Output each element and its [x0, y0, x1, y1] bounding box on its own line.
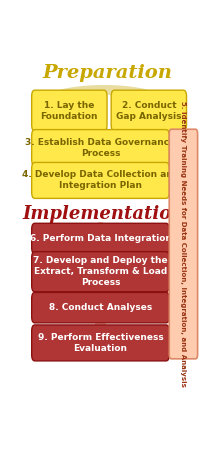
Text: 5. Identify Training Needs for Data Collection, Integration, and Analysis: 5. Identify Training Needs for Data Coll… [180, 101, 186, 387]
FancyBboxPatch shape [32, 163, 169, 198]
Text: 3. Establish Data Governance
Process: 3. Establish Data Governance Process [25, 137, 176, 158]
FancyBboxPatch shape [169, 129, 198, 359]
Text: 6. Perform Data Integration: 6. Perform Data Integration [29, 234, 171, 243]
Text: 8. Conduct Analyses: 8. Conduct Analyses [49, 303, 152, 312]
FancyBboxPatch shape [32, 292, 169, 323]
Text: Preparation: Preparation [42, 64, 172, 82]
Text: 1. Lay the
Foundation: 1. Lay the Foundation [41, 101, 98, 121]
Text: 7. Develop and Deploy the
Extract, Transform & Load
Process: 7. Develop and Deploy the Extract, Trans… [33, 256, 168, 287]
FancyBboxPatch shape [32, 325, 169, 361]
FancyBboxPatch shape [111, 90, 186, 131]
FancyBboxPatch shape [32, 251, 169, 292]
Text: 9. Perform Effectiveness
Evaluation: 9. Perform Effectiveness Evaluation [38, 333, 163, 353]
Text: Implementation: Implementation [23, 205, 185, 223]
FancyBboxPatch shape [32, 130, 169, 166]
Text: 4. Develop Data Collection and
Integration Plan: 4. Develop Data Collection and Integrati… [22, 170, 179, 190]
Text: 2. Conduct
Gap Analysis: 2. Conduct Gap Analysis [116, 101, 182, 121]
FancyBboxPatch shape [32, 223, 169, 254]
FancyBboxPatch shape [32, 90, 107, 131]
